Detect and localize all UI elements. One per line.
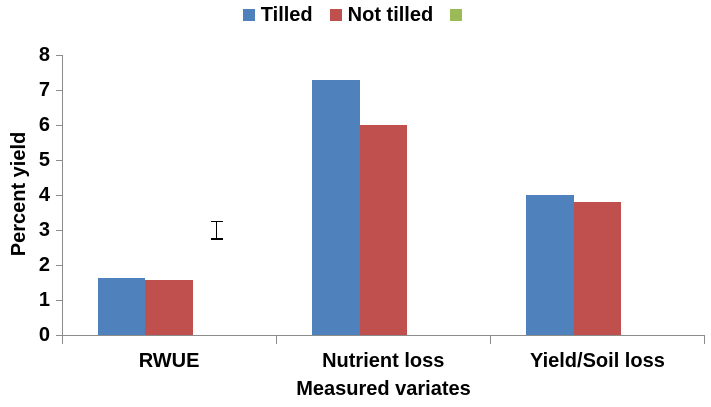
legend-label-not-tilled: Not tilled — [347, 4, 434, 26]
y-tick-label: 1 — [38, 289, 50, 311]
y-tick-label: 4 — [38, 184, 50, 206]
bar-not-tilled — [145, 279, 193, 335]
y-tick-label: 5 — [38, 149, 50, 171]
bar-not-tilled — [359, 125, 407, 335]
x-axis-line — [62, 335, 705, 336]
legend-item-not-tilled: Not tilled — [329, 3, 434, 27]
bar-tilled — [526, 195, 574, 335]
y-tick-label: 2 — [38, 254, 50, 276]
y-tick-label: 3 — [38, 219, 50, 241]
error-bar-top-cap — [210, 220, 223, 222]
x-axis-tick — [704, 336, 705, 344]
legend-swatch-not-tilled — [329, 9, 342, 21]
y-tick-label: 0 — [38, 324, 50, 346]
bar-not-tilled — [573, 202, 622, 335]
y-axis-tick — [56, 54, 62, 56]
y-axis-line — [62, 55, 63, 343]
y-axis-tick — [56, 334, 62, 336]
bar-tilled — [97, 278, 146, 335]
legend-label-tilled: Tilled — [260, 4, 313, 26]
y-tick-label: 7 — [38, 79, 50, 101]
legend-item-unlabeled — [450, 9, 468, 21]
y-axis-tick — [56, 124, 62, 126]
bar-tilled — [312, 79, 360, 335]
error-bar-bottom-cap — [210, 238, 223, 240]
category-label: RWUE — [138, 350, 200, 372]
y-axis-tick — [56, 229, 62, 231]
x-axis-title: Measured variates — [296, 378, 471, 400]
y-axis-tick — [56, 299, 62, 301]
y-tick-label: 6 — [38, 114, 50, 136]
legend-item-tilled: Tilled — [242, 3, 313, 27]
y-tick-label: 8 — [38, 44, 50, 66]
y-axis-tick — [56, 89, 62, 91]
y-axis-tick — [56, 159, 62, 161]
legend-swatch-unlabeled — [450, 9, 463, 21]
y-axis-tick — [56, 264, 62, 266]
legend: Tilled Not tilled — [0, 3, 711, 27]
category-label: Yield/Soil loss — [529, 350, 665, 372]
x-axis-tick — [275, 336, 277, 344]
x-axis-tick — [489, 336, 491, 344]
legend-swatch-tilled — [242, 9, 255, 21]
category-label: Nutrient loss — [322, 350, 445, 372]
error-bar-line — [215, 221, 218, 239]
y-axis-tick — [56, 194, 62, 196]
x-axis-tick — [61, 336, 63, 344]
